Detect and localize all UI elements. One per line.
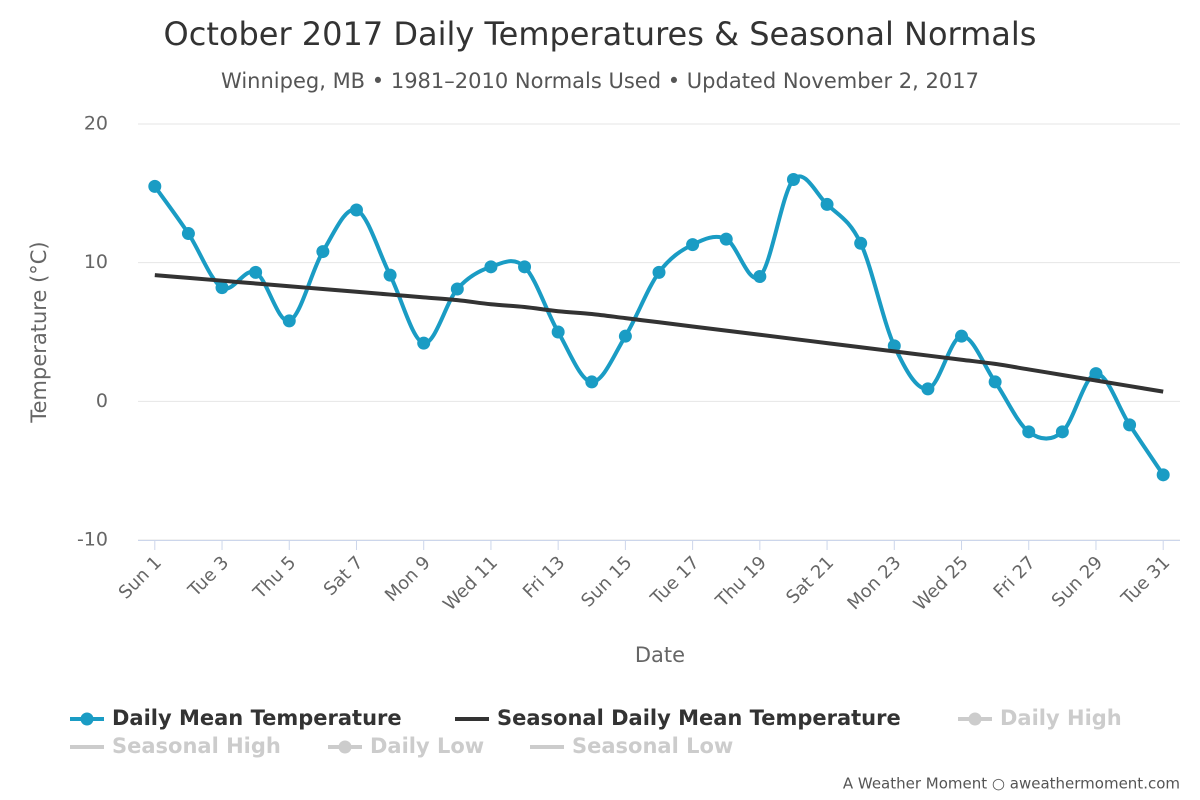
data-point <box>181 227 195 241</box>
data-point <box>215 281 229 295</box>
data-point <box>1123 418 1137 432</box>
x-tick-label: Sun 15 <box>577 552 636 611</box>
data-point <box>585 375 599 389</box>
legend-label: Daily Mean Temperature <box>112 706 402 730</box>
y-tick-label: 0 <box>96 390 108 412</box>
legend-marker <box>80 712 94 726</box>
x-tick-label: Sun 29 <box>1048 552 1107 611</box>
data-point <box>1089 367 1103 381</box>
data-point <box>652 265 666 279</box>
data-point <box>518 260 532 274</box>
x-tick-label: Sun 1 <box>115 552 166 603</box>
data-point <box>686 238 700 252</box>
chart-title: October 2017 Daily Temperatures & Season… <box>164 15 1037 53</box>
x-tick-label: Wed 25 <box>910 552 973 615</box>
y-tick-label: 10 <box>84 251 108 273</box>
x-tick-label: Sat 21 <box>782 552 838 608</box>
y-axis-title: Temperature (°C) <box>27 241 51 423</box>
x-tick-label: Mon 9 <box>381 552 435 606</box>
data-point <box>484 260 498 274</box>
x-tick-label: Tue 3 <box>184 552 233 601</box>
legend-label: Daily Low <box>370 734 484 758</box>
data-point <box>988 375 1002 389</box>
data-point <box>786 172 800 186</box>
data-point <box>282 314 296 328</box>
x-tick-label: Tue 31 <box>1117 552 1175 610</box>
x-tick-label: Fri 13 <box>519 552 569 602</box>
legend-marker <box>338 740 352 754</box>
x-tick-label: Thu 5 <box>249 552 301 604</box>
y-tick-label: 20 <box>84 113 108 135</box>
data-point <box>1022 425 1036 439</box>
data-point <box>719 232 733 246</box>
data-point <box>316 245 330 259</box>
data-point <box>955 329 969 343</box>
legend-label: Daily High <box>1000 706 1122 730</box>
data-point <box>1055 425 1069 439</box>
data-point <box>1156 468 1170 482</box>
series-line <box>154 273 1164 394</box>
legend-label: Seasonal Daily Mean Temperature <box>497 706 901 730</box>
x-tick-label: Fri 27 <box>990 552 1040 602</box>
data-point <box>820 197 834 211</box>
x-tick-label: Wed 11 <box>439 552 502 615</box>
data-point <box>618 329 632 343</box>
data-point <box>417 336 431 350</box>
chart-subtitle: Winnipeg, MB • 1981–2010 Normals Used • … <box>221 69 979 93</box>
data-point <box>753 270 767 284</box>
x-tick-label: Tue 17 <box>646 552 704 610</box>
y-tick-label: -10 <box>77 529 108 551</box>
data-point <box>148 179 162 193</box>
data-point <box>551 325 565 339</box>
x-axis-title: Date <box>635 643 685 667</box>
data-point <box>383 268 397 282</box>
x-tick-label: Mon 23 <box>843 552 905 614</box>
legend-label: Seasonal High <box>112 734 281 758</box>
x-tick-label: Sat 7 <box>320 552 368 600</box>
data-point <box>450 282 464 296</box>
series-line <box>153 174 1165 476</box>
data-point <box>854 236 868 250</box>
legend-label: Seasonal Low <box>572 734 733 758</box>
data-point <box>349 203 363 217</box>
data-point <box>249 265 263 279</box>
legend-marker <box>968 712 982 726</box>
credits: A Weather Moment ○ aweathermoment.com <box>843 775 1180 793</box>
data-point <box>921 382 935 396</box>
x-tick-label: Thu 19 <box>711 552 771 612</box>
